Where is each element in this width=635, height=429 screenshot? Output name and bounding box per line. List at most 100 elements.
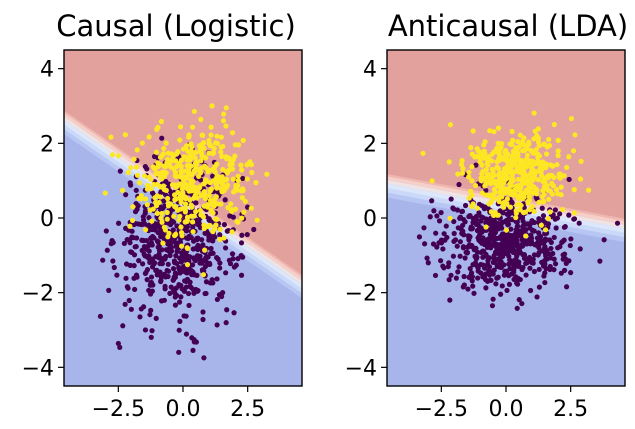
causal-logistic-point-class1 bbox=[208, 132, 214, 138]
anticausal-lda-point-class1 bbox=[502, 165, 508, 172]
anticausal-lda-point-class0 bbox=[501, 272, 507, 278]
causal-logistic-point-class1 bbox=[181, 180, 188, 187]
causal-logistic-point-class1 bbox=[229, 207, 235, 213]
causal-logistic-point-class1 bbox=[228, 201, 234, 207]
causal-logistic-point-class1 bbox=[248, 205, 254, 211]
causal-logistic-point-class1 bbox=[153, 149, 160, 155]
anticausal-lda-point-class1 bbox=[509, 176, 515, 182]
anticausal-lda-point-class0 bbox=[523, 238, 529, 244]
causal-logistic-point-class1 bbox=[201, 154, 207, 160]
anticausal-lda-point-class0 bbox=[440, 263, 446, 269]
anticausal-lda-point-class1 bbox=[538, 169, 544, 175]
causal-logistic-point-class1 bbox=[184, 262, 191, 268]
causal-logistic-point-class0 bbox=[151, 235, 157, 241]
anticausal-lda-point-class0 bbox=[541, 273, 547, 279]
anticausal-lda-point-class1 bbox=[527, 171, 534, 177]
anticausal-lda-point-class0 bbox=[523, 272, 529, 278]
causal-logistic-point-class0 bbox=[181, 313, 187, 319]
causal-logistic-point-class1 bbox=[186, 134, 192, 140]
anticausal-lda-point-class1 bbox=[564, 164, 570, 171]
anticausal-lda-point-class0 bbox=[493, 281, 499, 287]
anticausal-lda-point-class0 bbox=[468, 226, 474, 232]
anticausal-lda-point-class1 bbox=[570, 148, 577, 154]
anticausal-lda-point-class1 bbox=[484, 156, 490, 163]
anticausal-lda-point-class0 bbox=[567, 242, 573, 249]
causal-logistic-point-class0 bbox=[110, 258, 116, 264]
causal-logistic-point-class0 bbox=[146, 222, 152, 228]
causal-logistic-point-class1 bbox=[168, 201, 174, 207]
anticausal-lda-point-class1 bbox=[420, 150, 426, 156]
causal-logistic-point-class1 bbox=[133, 164, 140, 170]
anticausal-lda-point-class0 bbox=[465, 286, 471, 292]
anticausal-lda-point-class1 bbox=[483, 180, 489, 186]
anticausal-lda-point-class0 bbox=[504, 287, 510, 294]
causal-logistic-point-class0 bbox=[125, 285, 131, 291]
anticausal-lda-point-class0 bbox=[468, 270, 475, 276]
anticausal-lda-point-class1 bbox=[536, 199, 542, 205]
anticausal-lda-point-class0 bbox=[515, 244, 521, 250]
causal-logistic-point-class0 bbox=[126, 297, 132, 304]
anticausal-lda-point-class1 bbox=[508, 183, 514, 189]
anticausal-lda-point-class0 bbox=[455, 269, 461, 275]
causal-logistic-point-class1 bbox=[170, 154, 176, 160]
causal-logistic-point-class0 bbox=[223, 270, 229, 276]
anticausal-lda-point-class0 bbox=[450, 205, 456, 211]
anticausal-lda-point-class0 bbox=[560, 252, 566, 258]
causal-logistic-point-class1 bbox=[119, 187, 126, 193]
causal-logistic-point-class1 bbox=[177, 213, 183, 219]
causal-logistic-point-class1 bbox=[171, 192, 178, 198]
anticausal-lda-point-class0 bbox=[552, 261, 559, 267]
causal-logistic-point-class0 bbox=[214, 276, 220, 282]
causal-logistic-point-class0 bbox=[222, 197, 228, 203]
causal-logistic-point-class1 bbox=[214, 201, 220, 207]
causal-logistic-point-class1 bbox=[220, 166, 226, 173]
anticausal-lda-point-class1 bbox=[520, 195, 526, 201]
anticausal-lda-point-class0 bbox=[462, 202, 469, 209]
anticausal-lda-point-class0 bbox=[438, 258, 444, 264]
anticausal-lda-xtick-label: 0.0 bbox=[489, 397, 524, 422]
causal-logistic-point-class1 bbox=[176, 217, 182, 223]
causal-logistic-point-class0 bbox=[221, 221, 227, 228]
causal-logistic-point-class0 bbox=[157, 260, 163, 267]
causal-logistic-point-class1 bbox=[199, 144, 205, 150]
causal-logistic-point-class0 bbox=[171, 288, 177, 294]
anticausal-lda-point-class0 bbox=[539, 205, 545, 211]
anticausal-lda-point-class0 bbox=[480, 248, 486, 254]
anticausal-lda-point-class0 bbox=[425, 260, 431, 266]
anticausal-lda-point-class1 bbox=[503, 147, 509, 154]
causal-logistic-point-class0 bbox=[168, 284, 174, 290]
anticausal-lda-point-class0 bbox=[469, 278, 475, 284]
causal-logistic-point-class1 bbox=[134, 147, 140, 153]
anticausal-lda-point-class1 bbox=[490, 170, 496, 176]
causal-logistic-point-class0 bbox=[154, 238, 160, 244]
anticausal-lda-point-class0 bbox=[536, 250, 542, 256]
causal-logistic-point-class1 bbox=[209, 201, 215, 208]
causal-logistic-point-class1 bbox=[164, 216, 170, 222]
anticausal-lda-point-class1 bbox=[489, 158, 495, 164]
causal-logistic-point-class0 bbox=[193, 200, 199, 206]
anticausal-lda-point-class1 bbox=[468, 145, 474, 151]
causal-logistic-point-class0 bbox=[208, 237, 214, 243]
causal-logistic-point-class1 bbox=[108, 134, 114, 140]
causal-logistic-point-class1 bbox=[165, 150, 171, 156]
causal-logistic-point-class0 bbox=[172, 294, 178, 300]
anticausal-lda-point-class1 bbox=[487, 192, 494, 198]
anticausal-lda-point-class0 bbox=[528, 220, 534, 226]
anticausal-lda-point-class1 bbox=[539, 193, 546, 200]
causal-logistic-point-class0 bbox=[160, 233, 166, 239]
causal-logistic-point-class1 bbox=[122, 132, 128, 138]
anticausal-lda-probability-band bbox=[387, 192, 625, 243]
causal-logistic-point-class0 bbox=[196, 256, 202, 262]
causal-logistic-ytick-label: −4 bbox=[22, 356, 54, 381]
anticausal-lda-point-class1 bbox=[509, 168, 516, 175]
causal-logistic-point-class0 bbox=[120, 323, 126, 329]
anticausal-lda-point-class0 bbox=[446, 277, 452, 283]
causal-logistic-point-class0 bbox=[178, 282, 184, 289]
anticausal-lda-point-class0 bbox=[542, 279, 548, 286]
causal-logistic-point-class1 bbox=[188, 148, 195, 154]
anticausal-lda-point-class0 bbox=[492, 235, 498, 241]
causal-logistic-point-class0 bbox=[194, 237, 200, 243]
anticausal-lda-point-class0 bbox=[485, 257, 491, 264]
causal-logistic-point-class0 bbox=[133, 243, 139, 250]
causal-logistic-point-class0 bbox=[181, 288, 188, 294]
